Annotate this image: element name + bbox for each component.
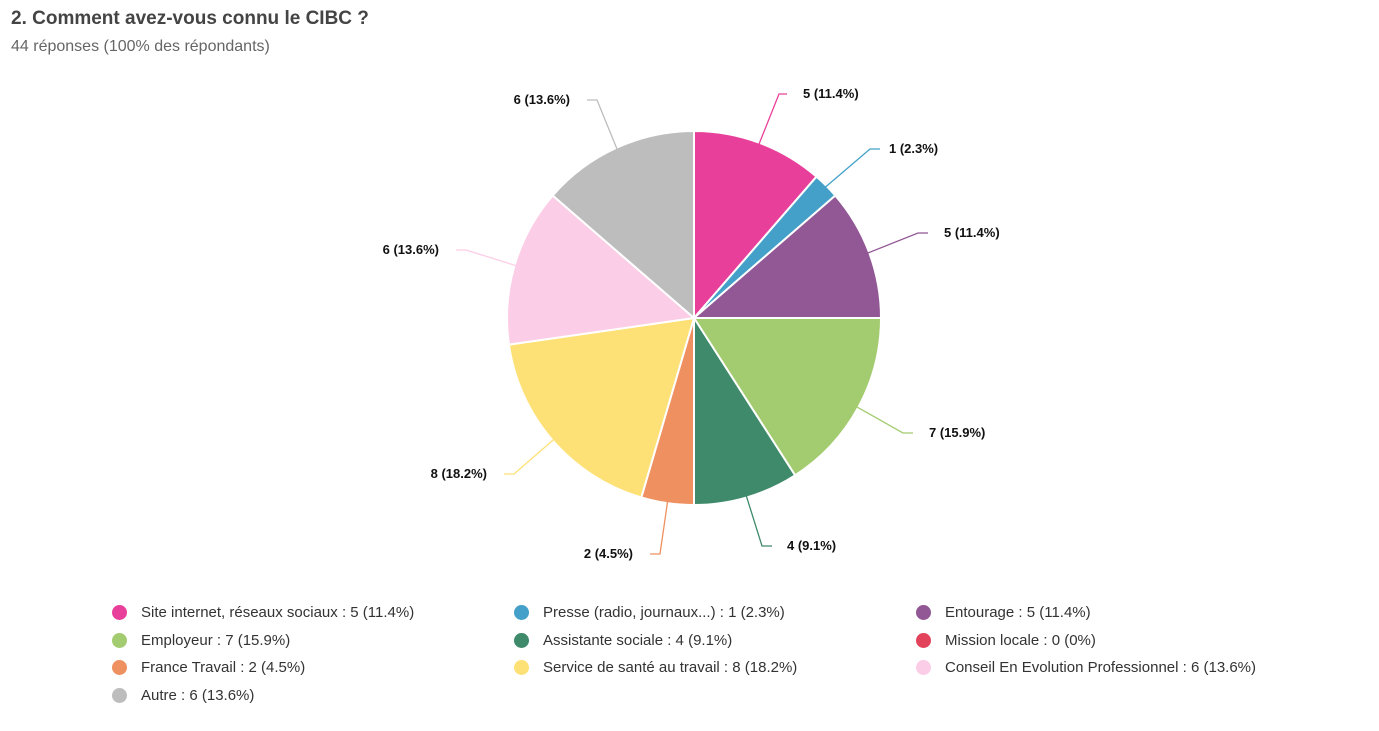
legend-label-2: Entourage : 5 (11.4%) — [945, 604, 1091, 621]
legend-item-7[interactable]: Service de santé au travail : 8 (18.2%) — [514, 659, 797, 676]
data-label-9: 6 (13.6%) — [514, 92, 570, 107]
legend-item-3[interactable]: Employeur : 7 (15.9%) — [112, 632, 290, 649]
legend-item-2[interactable]: Entourage : 5 (11.4%) — [916, 604, 1091, 621]
leader-line-9 — [587, 99, 620, 154]
legend-swatch-7 — [514, 660, 529, 675]
leader-line-7 — [504, 436, 558, 475]
legend-swatch-2 — [916, 605, 931, 620]
leader-line-1 — [821, 148, 880, 191]
data-label-4: 4 (9.1%) — [787, 538, 836, 553]
leader-line-4 — [744, 491, 772, 547]
legend-item-5[interactable]: Mission locale : 0 (0%) — [916, 632, 1096, 649]
legend-label-8: Conseil En Evolution Professionnel : 6 (… — [945, 659, 1257, 676]
legend-label-9: Autre : 6 (13.6%) — [141, 686, 255, 704]
legend-label-7: Service de santé au travail : 8 (18.2%) — [543, 659, 798, 676]
data-label-7: 8 (18.2%) — [431, 466, 487, 481]
leader-line-6 — [650, 497, 669, 555]
legend-swatch-6 — [112, 660, 127, 675]
legend-label-0: Site internet, réseaux sociaux : 5 (11.4… — [141, 604, 415, 621]
legend-label-6: France Travail : 2 (4.5%) — [141, 659, 306, 676]
legend-swatch-8 — [916, 660, 931, 675]
data-label-1: 1 (2.3%) — [889, 141, 938, 156]
pie-chart: 5 (11.4%) 1 (2.3%) 5 (11.4%) 7 (15.9%) 4 (9.… — [383, 86, 1000, 561]
legend-item-0[interactable]: Site internet, réseaux sociaux : 5 (11.4… — [112, 604, 414, 621]
leader-line-8 — [456, 249, 521, 268]
data-label-3: 7 (15.9%) — [929, 425, 985, 440]
legend-swatch-0 — [112, 605, 127, 620]
legend-item-1[interactable]: Presse (radio, journaux...) : 1 (2.3%) — [514, 604, 785, 621]
legend-label-5: Mission locale : 0 (0%) — [945, 631, 1096, 649]
legend-label-3: Employeur : 7 (15.9%) — [141, 631, 291, 649]
leader-line-2 — [863, 232, 928, 256]
chart-title: 2. Comment avez-vous connu le CIBC ? — [11, 8, 369, 29]
data-label-6: 2 (4.5%) — [584, 546, 633, 561]
legend-item-4[interactable]: Assistante sociale : 4 (9.1%) — [514, 632, 732, 649]
chart-subtitle: 44 réponses (100% des répondants) — [11, 38, 270, 55]
legend-swatch-1 — [514, 605, 529, 620]
data-label-8: 6 (13.6%) — [383, 242, 439, 257]
legend-swatch-9 — [112, 687, 127, 703]
legend-item-8[interactable]: Conseil En Evolution Professionnel : 6 (… — [916, 659, 1256, 676]
data-label-0: 5 (11.4%) — [803, 86, 859, 101]
leader-line-3 — [852, 404, 913, 434]
legend-swatch-5 — [916, 632, 931, 648]
legend-item-6[interactable]: France Travail : 2 (4.5%) — [112, 659, 305, 676]
legend-item-9[interactable]: Autre : 6 (13.6%) — [112, 687, 254, 704]
legend-swatch-4 — [514, 632, 529, 648]
legend-swatch-3 — [112, 632, 127, 648]
leader-line-0 — [756, 93, 787, 149]
legend-label-1: Presse (radio, journaux...) : 1 (2.3%) — [543, 604, 785, 621]
legend-label-4: Assistante sociale : 4 (9.1%) — [543, 631, 733, 649]
data-label-2: 5 (11.4%) — [944, 225, 1000, 240]
